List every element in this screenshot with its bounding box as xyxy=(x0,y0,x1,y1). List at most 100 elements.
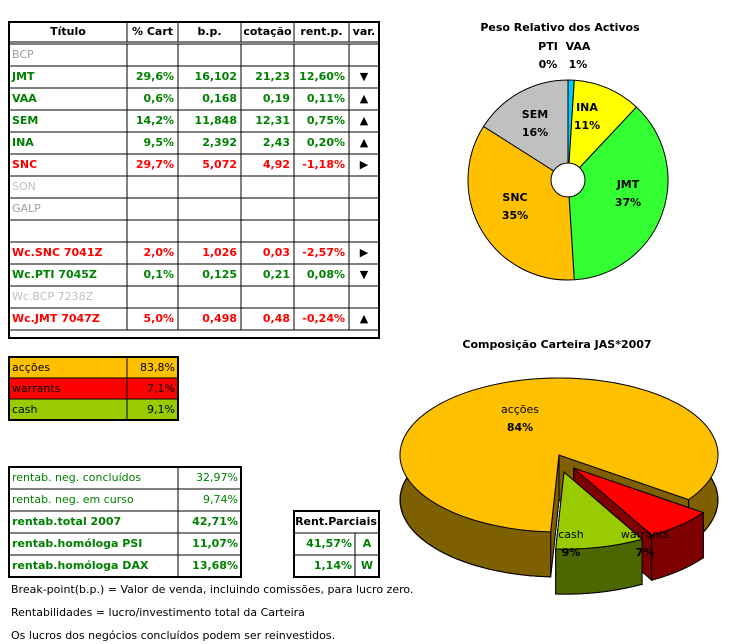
cell-value: 0,125 xyxy=(202,268,237,281)
slice-name: VAA xyxy=(566,40,591,53)
cell xyxy=(177,175,242,199)
header-text: Título xyxy=(50,25,86,38)
cell-value: 14,2% xyxy=(136,114,174,127)
cell xyxy=(126,285,179,309)
cell-value: 0,20% xyxy=(307,136,345,149)
slice-label: 0% xyxy=(539,58,558,71)
var-arrow: ▼ xyxy=(360,70,369,83)
row-title: SEM xyxy=(12,114,38,127)
cell xyxy=(240,175,295,199)
cell-value: 11,848 xyxy=(195,114,237,127)
cell xyxy=(177,219,242,243)
slice-name: acções xyxy=(501,403,539,416)
cell-value: 29,6% xyxy=(136,70,174,83)
slice-name: JMT xyxy=(616,178,640,191)
cell xyxy=(177,43,242,67)
slice-label: 84% xyxy=(507,421,533,434)
var-arrow: ▲ xyxy=(360,136,369,149)
cell-value: 2,0% xyxy=(143,246,174,259)
rentab-border xyxy=(8,466,242,578)
cell-value: 0,168 xyxy=(202,92,237,105)
row-title: SON xyxy=(12,180,36,193)
row-title: Wc.BCP 7238Z xyxy=(12,290,94,303)
cell-value: 0,498 xyxy=(202,312,237,325)
cell-value: 0,48 xyxy=(263,312,290,325)
pie-slice xyxy=(482,79,569,181)
cell-value: 0,11% xyxy=(307,92,345,105)
cell-value: 21,23 xyxy=(255,70,290,83)
rentab-label: rentab.total 2007 xyxy=(12,515,121,528)
header-text: rent.p. xyxy=(300,25,342,38)
row-title: INA xyxy=(12,136,34,149)
header-text: % Cart xyxy=(132,25,173,38)
pie-slice xyxy=(399,377,719,533)
pie-slice xyxy=(573,467,705,536)
chart-title: Peso Relativo dos Activos xyxy=(480,21,640,34)
slice-name: warrants xyxy=(621,528,670,541)
var-arrow: ▶ xyxy=(360,246,369,259)
row-title: JMT xyxy=(11,70,35,83)
cell-value: 16,102 xyxy=(195,70,237,83)
rentab-value: 32,97% xyxy=(196,471,238,484)
cell-value: 1,026 xyxy=(202,246,237,259)
cell xyxy=(177,285,242,309)
cell xyxy=(348,197,380,221)
cell xyxy=(240,43,295,67)
parciais-code: A xyxy=(363,537,372,550)
cell-value: 5,072 xyxy=(202,158,237,171)
summary-label: cash xyxy=(12,403,38,416)
cell xyxy=(126,197,179,221)
var-arrow: ▲ xyxy=(360,114,369,127)
rentab-label: rentab. neg. em curso xyxy=(12,493,134,506)
row-title: Wc.JMT 7047Z xyxy=(12,312,100,325)
slice-name: PTI xyxy=(538,40,558,53)
var-arrow: ▶ xyxy=(360,158,369,171)
slice-name: SEM xyxy=(522,108,548,121)
slice-label: 35% xyxy=(502,209,528,222)
parciais-title: Rent.Parciais xyxy=(295,515,377,528)
slice-label: 16% xyxy=(522,126,548,139)
cell-value: 0,6% xyxy=(143,92,174,105)
cell-value: 0,08% xyxy=(307,268,345,281)
cell xyxy=(240,219,295,243)
rentab-value: 9,74% xyxy=(203,493,238,506)
header-text: b.p. xyxy=(197,25,221,38)
cell-value: -2,57% xyxy=(302,246,345,259)
cell xyxy=(126,43,179,67)
pie-slice xyxy=(567,79,638,182)
cell xyxy=(293,197,350,221)
rentab-label: rentab.homóloga DAX xyxy=(12,559,149,572)
cell-value: 4,92 xyxy=(263,158,290,171)
cell-value: 0,19 xyxy=(263,92,290,105)
cell xyxy=(348,175,380,199)
rentab-label: rentab.homóloga PSI xyxy=(12,537,142,550)
cell-value: 0,75% xyxy=(307,114,345,127)
var-arrow: ▼ xyxy=(360,268,369,281)
cell xyxy=(240,197,295,221)
cell xyxy=(348,43,380,67)
rentab-label: rentab. neg. concluídos xyxy=(12,471,141,484)
row-title: Wc.PTI 7045Z xyxy=(12,268,97,281)
parciais-value: 1,14% xyxy=(314,559,352,572)
cell-value: 5,0% xyxy=(143,312,174,325)
row-title: GALP xyxy=(12,202,41,215)
cell-value: 2,43 xyxy=(263,136,290,149)
cell xyxy=(126,175,179,199)
summary-value: 7,1% xyxy=(147,382,175,395)
cell-value: 29,7% xyxy=(136,158,174,171)
chart-title: Composição Carteira JAS*2007 xyxy=(462,338,651,351)
table-border xyxy=(8,21,380,339)
note: Rentabilidades = lucro/investimento tota… xyxy=(11,606,305,619)
cell-value: 2,392 xyxy=(202,136,237,149)
summary-value: 9,1% xyxy=(147,403,175,416)
cell xyxy=(348,219,380,243)
cell xyxy=(126,219,179,243)
pie-slice xyxy=(555,471,644,550)
parciais-code: W xyxy=(361,559,373,572)
summary-border xyxy=(8,356,179,421)
cell-value: 9,5% xyxy=(143,136,174,149)
cell-value: 12,60% xyxy=(299,70,345,83)
cell xyxy=(177,197,242,221)
cell xyxy=(293,219,350,243)
